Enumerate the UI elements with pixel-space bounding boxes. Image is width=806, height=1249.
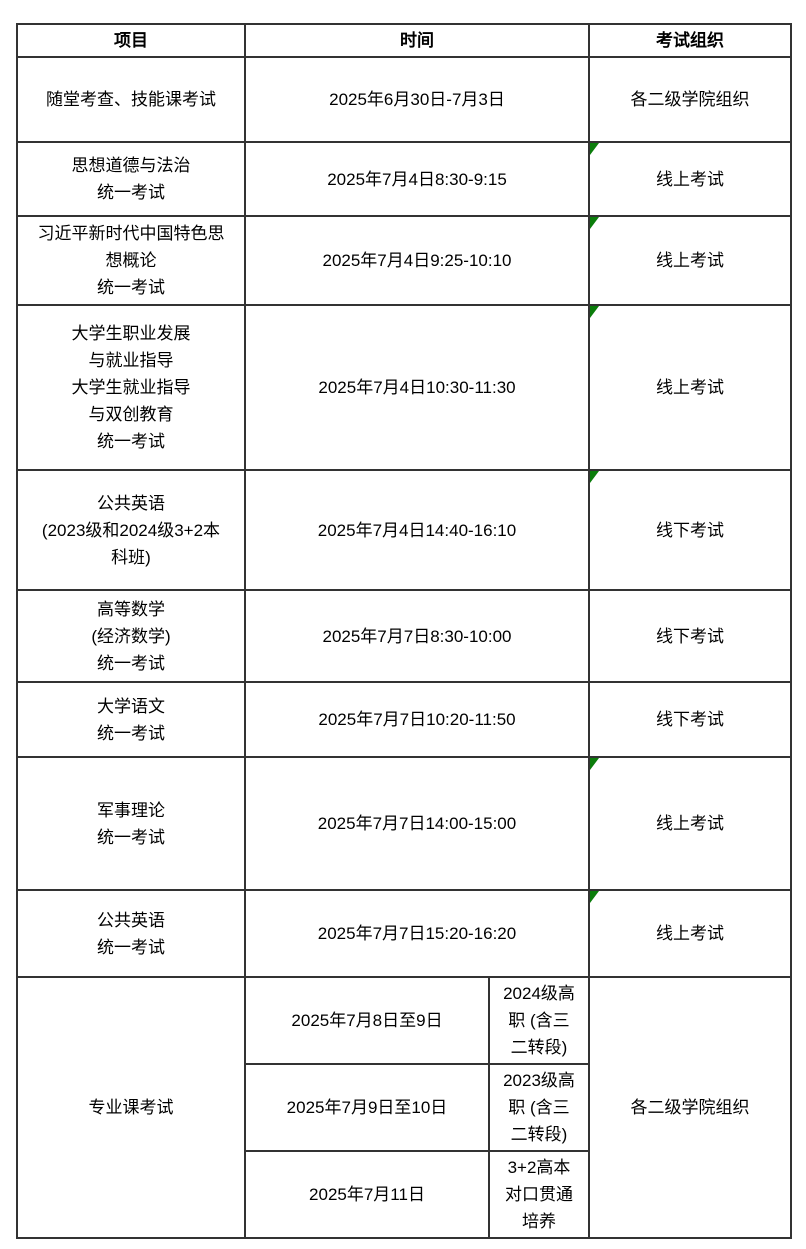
cell-item: 公共英语 (2023级和2024级3+2本 科班)	[16, 469, 246, 591]
error-indicator-triangle-icon	[591, 472, 599, 483]
cell-time: 2025年7月4日8:30-9:15	[244, 141, 590, 217]
error-indicator-triangle-icon	[591, 892, 599, 903]
cell-item: 思想道德与法治 统一考试	[16, 141, 246, 217]
cell-time: 2025年7月7日15:20-16:20	[244, 889, 590, 978]
cell-org: 线上考试	[588, 889, 792, 978]
error-indicator-triangle-icon	[591, 307, 599, 318]
cell-time: 2025年6月30日-7月3日	[244, 56, 590, 143]
table-row: 大学语文 统一考试 2025年7月7日10:20-11:50 线下考试	[16, 681, 792, 758]
cell-item: 军事理论 统一考试	[16, 756, 246, 891]
cell-org: 线上考试	[588, 756, 792, 891]
cell-org: 线下考试	[588, 589, 792, 683]
cell-org: 线下考试	[588, 681, 792, 758]
cell-org: 线上考试	[588, 304, 792, 471]
table-row: 军事理论 统一考试 2025年7月7日14:00-15:00 线上考试	[16, 756, 792, 891]
cell-item: 大学生职业发展 与就业指导 大学生就业指导 与双创教育 统一考试	[16, 304, 246, 471]
cell-item: 随堂考查、技能课考试	[16, 56, 246, 143]
table-row: 思想道德与法治 统一考试 2025年7月4日8:30-9:15 线上考试	[16, 141, 792, 217]
cell-time: 2025年7月7日14:00-15:00	[244, 756, 590, 891]
error-indicator-triangle-icon	[591, 144, 599, 155]
table-row-merged: 2025年7月9日至10日 2023级高 职 (含三 二转段)	[17, 1063, 791, 1152]
exam-schedule: 项目 时间 考试组织 随堂考查、技能课考试 2025年6月30日-7月3日 各二…	[16, 23, 792, 1239]
header-item: 项目	[16, 23, 246, 58]
exam-schedule-table: 项目 时间 考试组织 随堂考查、技能课考试 2025年6月30日-7月3日 各二…	[16, 23, 792, 1239]
cell-item: 公共英语 统一考试	[16, 889, 246, 978]
header-org: 考试组织	[588, 23, 792, 58]
cell-sub-time: 2025年7月11日	[244, 1150, 490, 1239]
cell-org: 线上考试	[588, 141, 792, 217]
cell-org-label: 线上考试	[656, 924, 724, 943]
table-row: 公共英语 统一考试 2025年7月7日15:20-16:20 线上考试	[16, 889, 792, 978]
error-indicator-triangle-icon	[591, 218, 599, 229]
cell-item: 大学语文 统一考试	[16, 681, 246, 758]
table-row-merged: 2025年7月11日 3+2高本 对口贯通 培养	[17, 1150, 791, 1239]
cell-time: 2025年7月7日10:20-11:50	[244, 681, 590, 758]
cell-item: 专业课考试	[16, 976, 246, 1239]
cell-sub-group: 2024级高 职 (含三 二转段)	[488, 976, 590, 1065]
table-row: 大学生职业发展 与就业指导 大学生就业指导 与双创教育 统一考试 2025年7月…	[16, 304, 792, 471]
table-row-merged: 专业课考试 2025年7月8日至9日 2024级高 职 (含三 二转段) 各二级…	[16, 976, 792, 1239]
cell-org: 线上考试	[588, 215, 792, 306]
cell-time: 2025年7月4日9:25-10:10	[244, 215, 590, 306]
cell-org: 各二级学院组织	[588, 56, 792, 143]
table-row: 公共英语 (2023级和2024级3+2本 科班) 2025年7月4日14:40…	[16, 469, 792, 591]
cell-time: 2025年7月4日10:30-11:30	[244, 304, 590, 471]
error-indicator-triangle-icon	[591, 759, 599, 770]
cell-sub-time: 2025年7月8日至9日	[244, 976, 490, 1065]
cell-item: 习近平新时代中国特色思 想概论 统一考试	[16, 215, 246, 306]
cell-org-label: 线上考试	[656, 251, 724, 270]
table-row: 习近平新时代中国特色思 想概论 统一考试 2025年7月4日9:25-10:10…	[16, 215, 792, 306]
cell-org-label: 线上考试	[656, 814, 724, 833]
cell-item: 高等数学 (经济数学) 统一考试	[16, 589, 246, 683]
header-time: 时间	[244, 23, 590, 58]
table-row: 高等数学 (经济数学) 统一考试 2025年7月7日8:30-10:00 线下考…	[16, 589, 792, 683]
cell-org: 各二级学院组织	[588, 976, 792, 1239]
cell-org-label: 线下考试	[656, 520, 724, 540]
table-row: 随堂考查、技能课考试 2025年6月30日-7月3日 各二级学院组织	[16, 56, 792, 143]
cell-sub-time: 2025年7月9日至10日	[244, 1063, 490, 1152]
cell-org-label: 线上考试	[656, 169, 724, 189]
header-row: 项目 时间 考试组织	[16, 23, 792, 58]
cell-sub-group: 2023级高 职 (含三 二转段)	[488, 1063, 590, 1152]
cell-org: 线下考试	[588, 469, 792, 591]
cell-time: 2025年7月4日14:40-16:10	[244, 469, 590, 591]
cell-time: 2025年7月7日8:30-10:00	[244, 589, 590, 683]
cell-sub-group: 3+2高本 对口贯通 培养	[488, 1150, 590, 1239]
cell-org-label: 线上考试	[656, 378, 724, 397]
